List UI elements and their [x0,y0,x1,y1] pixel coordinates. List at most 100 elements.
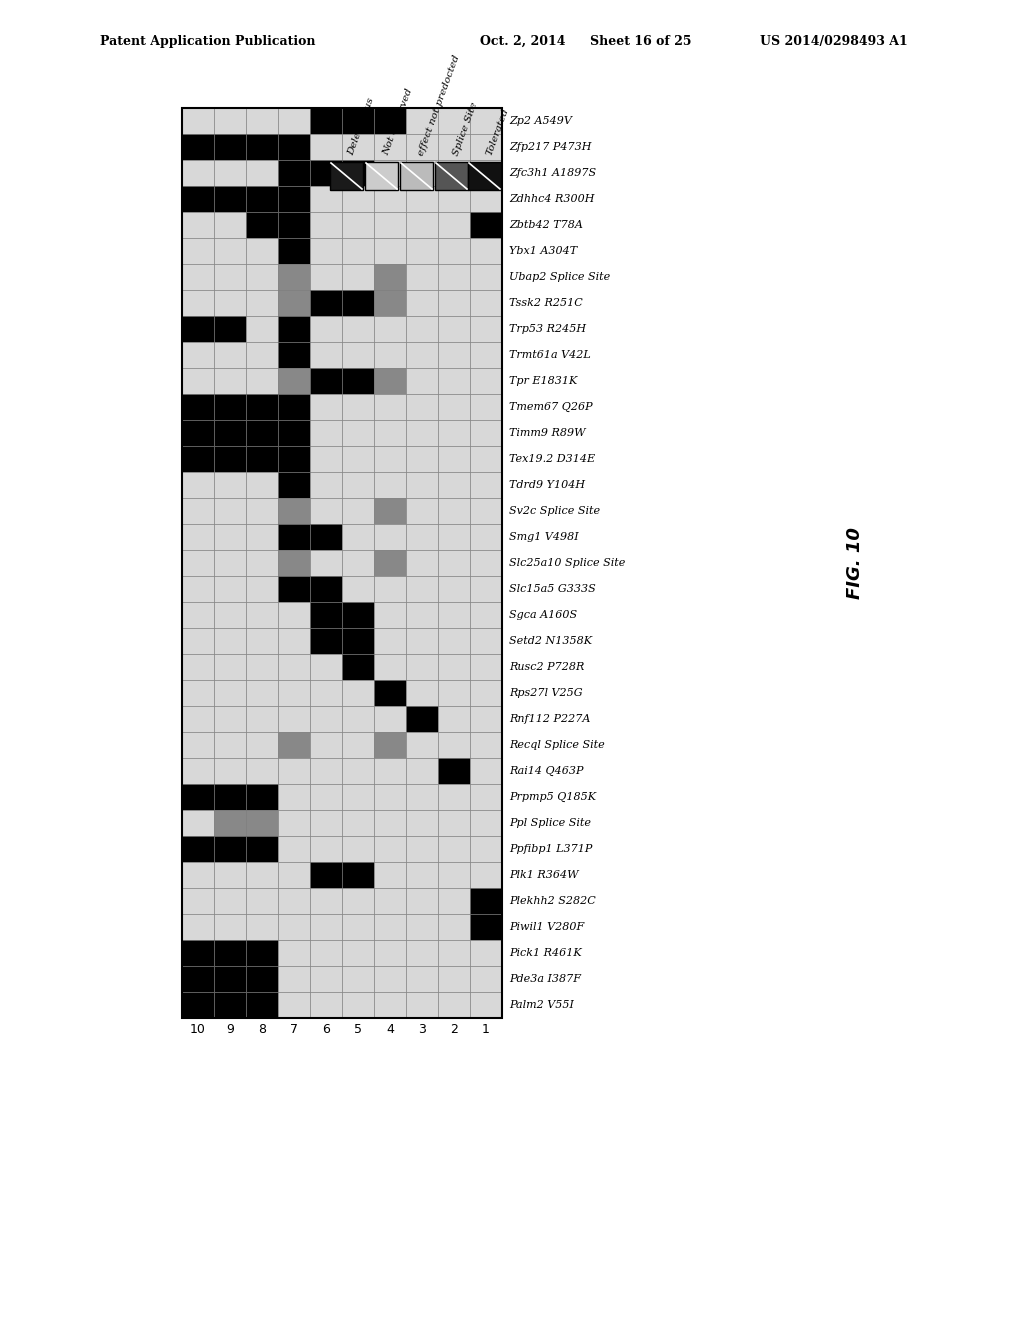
Text: Prpmp5 Q185K: Prpmp5 Q185K [509,792,596,803]
Text: US 2014/0298493 A1: US 2014/0298493 A1 [760,36,907,48]
Bar [182,238,214,264]
Bar [246,758,278,784]
Bar [406,238,438,264]
Text: Patent Application Publication: Patent Application Publication [100,36,315,48]
Bar [406,888,438,913]
Bar [374,420,406,446]
Text: Ppl Splice Site: Ppl Splice Site [509,818,591,828]
Bar [182,498,214,524]
Bar [278,264,310,290]
Bar [278,498,310,524]
Bar [246,446,278,473]
Bar [310,160,342,186]
Bar [374,446,406,473]
Text: Trp53 R245H: Trp53 R245H [509,323,586,334]
Bar [438,498,470,524]
Bar [374,888,406,913]
Bar [214,706,246,733]
Bar [438,524,470,550]
Bar [438,368,470,393]
Bar [342,315,374,342]
Bar [214,160,246,186]
Bar [214,836,246,862]
Text: Ppfibp1 L371P: Ppfibp1 L371P [509,843,592,854]
Bar [310,135,342,160]
Bar [214,135,246,160]
Bar [278,733,310,758]
Bar [470,993,502,1018]
Text: Rnf112 P227A: Rnf112 P227A [509,714,591,723]
Bar [214,810,246,836]
Bar [470,290,502,315]
Bar [406,628,438,653]
Bar [342,993,374,1018]
Bar [310,810,342,836]
Bar [310,888,342,913]
Bar [246,420,278,446]
Bar [246,160,278,186]
Bar [406,966,438,993]
Bar [310,524,342,550]
Bar [278,680,310,706]
Bar [470,940,502,966]
Bar [406,108,438,135]
Bar [342,393,374,420]
Bar [374,498,406,524]
Text: Tpr E1831K: Tpr E1831K [509,376,578,385]
Bar [246,550,278,576]
Bar [278,758,310,784]
Bar [310,446,342,473]
Bar [374,862,406,888]
Bar [214,420,246,446]
Text: 2: 2 [451,1023,458,1036]
Text: 5: 5 [354,1023,362,1036]
Bar [310,706,342,733]
Text: Sheet 16 of 25: Sheet 16 of 25 [590,36,691,48]
Text: 1: 1 [482,1023,489,1036]
Text: 6: 6 [323,1023,330,1036]
Text: 9: 9 [226,1023,233,1036]
Bar [278,213,310,238]
Bar [310,238,342,264]
Bar [182,108,214,135]
Bar [246,576,278,602]
Bar [342,238,374,264]
Bar [374,758,406,784]
Text: Sv2c Splice Site: Sv2c Splice Site [509,506,600,516]
Bar [310,966,342,993]
Bar [214,550,246,576]
Bar [470,706,502,733]
Bar [374,653,406,680]
Text: 3: 3 [418,1023,426,1036]
Bar [342,836,374,862]
Bar [182,810,214,836]
Bar [278,550,310,576]
Bar [182,368,214,393]
Bar [406,993,438,1018]
Bar [438,446,470,473]
Bar [214,238,246,264]
Bar [214,993,246,1018]
Bar [438,993,470,1018]
Bar [470,368,502,393]
Bar [470,628,502,653]
Bar [470,758,502,784]
Bar [342,888,374,913]
Bar [374,680,406,706]
Bar [246,653,278,680]
Bar [214,628,246,653]
Bar [246,108,278,135]
Bar [438,628,470,653]
Bar [470,160,502,186]
Bar [406,393,438,420]
Bar [310,862,342,888]
Bar [310,420,342,446]
Bar [470,602,502,628]
Bar [246,888,278,913]
Text: Recql Splice Site: Recql Splice Site [509,741,605,750]
Bar [374,342,406,368]
Bar [214,784,246,810]
Bar [342,135,374,160]
Bar [278,653,310,680]
Text: FIG. 10: FIG. 10 [846,527,864,599]
